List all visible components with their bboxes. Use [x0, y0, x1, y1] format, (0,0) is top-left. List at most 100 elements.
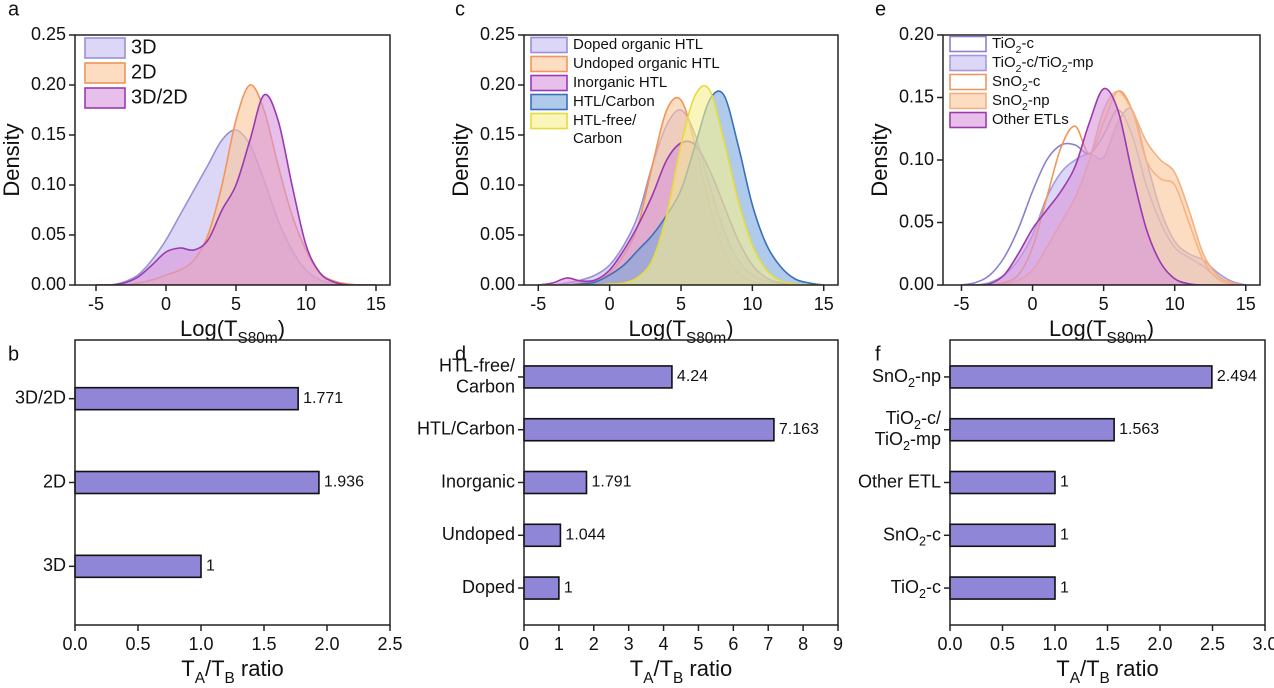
text-part: /T: [653, 656, 673, 681]
x-tick-label: 2.0: [1147, 634, 1172, 654]
y-tick-label: 0.05: [480, 224, 515, 244]
text-part: T: [181, 656, 194, 681]
text-part: ): [1147, 316, 1154, 341]
text-part: 2: [1016, 44, 1022, 56]
x-axis-label: TA/TB ratio: [630, 656, 732, 687]
text-part: ratio: [235, 656, 284, 681]
text-part: 2: [1022, 101, 1028, 113]
y-tick-label: 0.00: [480, 274, 515, 294]
legend-swatch: [530, 93, 568, 111]
value-label: 1: [1060, 579, 1069, 596]
y-tick-label: HTL-free/Carbon: [439, 355, 515, 396]
panel-label: d: [455, 343, 466, 365]
value-label: 1: [564, 579, 573, 596]
text-part: SnO: [883, 524, 919, 544]
bar: [949, 417, 1115, 442]
text-part: -c: [926, 577, 941, 597]
legend-label: 2D: [131, 61, 157, 83]
legend-swatch: [949, 35, 987, 53]
x-tick-label: 0.5: [990, 634, 1015, 654]
y-tick-label: SnO2-c: [883, 524, 941, 549]
x-tick-label: 9: [833, 634, 843, 654]
text-part: B: [673, 670, 683, 687]
bar: [523, 365, 673, 389]
y-tick-label: 0.00: [899, 274, 934, 294]
y-tick-label: 0.15: [31, 124, 66, 144]
text-part: T: [630, 656, 643, 681]
y-tick-label: 0.05: [899, 211, 934, 231]
legend-label: TiO2-c/TiO2-mp: [992, 54, 1093, 75]
panel-label: e: [875, 0, 886, 20]
text-part: 2: [908, 376, 915, 390]
text-part: SnO: [992, 73, 1022, 90]
legend-swatch: [84, 37, 126, 59]
legend-swatch: [949, 54, 987, 72]
text-part: A: [1070, 670, 1081, 687]
text-part: Carbon: [573, 130, 622, 147]
text-part: -c: [1021, 35, 1034, 52]
y-tick-label: 0.15: [899, 86, 934, 106]
text-part: TiO: [891, 577, 919, 597]
x-tick-label: 10: [742, 294, 762, 314]
y-tick-label: 0.10: [899, 149, 934, 169]
x-axis-label: TA/TB ratio: [181, 656, 283, 687]
x-tick-label: 8: [798, 634, 808, 654]
y-tick-label: 0.25: [31, 24, 66, 44]
x-tick-label: 7: [763, 634, 773, 654]
y-tick-label: 0.10: [31, 174, 66, 194]
x-tick-label: 3: [624, 634, 634, 654]
text-part: /T: [205, 656, 225, 681]
legend-label: Other ETLs: [992, 111, 1069, 128]
bar: [949, 365, 1213, 389]
text-part: B: [225, 670, 235, 687]
x-tick-label: 0.5: [125, 634, 150, 654]
x-tick-label: 3.0: [1252, 634, 1274, 654]
legend-label: SnO2-np: [992, 92, 1050, 113]
legend-swatch: [949, 111, 987, 129]
y-tick-label: Undoped: [442, 524, 515, 544]
x-tick-label: 2.5: [1200, 634, 1225, 654]
y-axis-label: Density: [448, 123, 473, 196]
density-area: [96, 93, 376, 285]
value-label: 1: [1060, 474, 1069, 491]
x-tick-label: 1.5: [1095, 634, 1120, 654]
x-tick-label: 1: [554, 634, 564, 654]
value-label: 4.24: [677, 368, 708, 385]
legend-label: TiO2-c: [992, 35, 1034, 56]
x-tick-label: 1.0: [1042, 634, 1067, 654]
text-part: 2: [1022, 82, 1028, 94]
text-part: 2: [919, 587, 926, 601]
y-tick-label: TiO2-c: [891, 577, 941, 602]
text-part: ): [278, 316, 285, 341]
text-part: 2: [1016, 63, 1022, 75]
x-tick-label: 0: [1028, 294, 1038, 314]
bar: [523, 523, 562, 548]
y-tick-label: 0.20: [31, 74, 66, 94]
value-label: 1: [206, 558, 215, 575]
x-tick-label: 5: [231, 294, 241, 314]
legend-swatch: [530, 112, 568, 130]
legend-swatch: [84, 87, 126, 109]
y-tick-label: 0.25: [480, 24, 515, 44]
text-part: S80m: [1106, 330, 1146, 347]
x-axis-label: Log(TS80m): [628, 316, 733, 347]
x-tick-label: 1.5: [251, 634, 276, 654]
text-part: ): [726, 316, 733, 341]
y-tick-label: 0.15: [480, 124, 515, 144]
x-tick-label: 5: [1099, 294, 1109, 314]
legend-label: 3D/2D: [131, 86, 188, 108]
value-label: 7.163: [779, 421, 819, 438]
bar: [949, 470, 1056, 495]
text-part: Log(T: [628, 316, 685, 341]
text-part: TiO: [886, 408, 914, 428]
x-tick-label: 1.0: [188, 634, 213, 654]
value-label: 1: [1060, 526, 1069, 543]
text-part: 2: [903, 440, 910, 454]
x-tick-label: 2.5: [377, 634, 402, 654]
text-part: HTL-free/: [573, 112, 637, 129]
x-tick-label: 15: [1236, 294, 1256, 314]
plot-frame: [74, 34, 391, 286]
text-part: HTL-free/: [439, 355, 515, 375]
y-tick-label: 0.10: [480, 174, 515, 194]
